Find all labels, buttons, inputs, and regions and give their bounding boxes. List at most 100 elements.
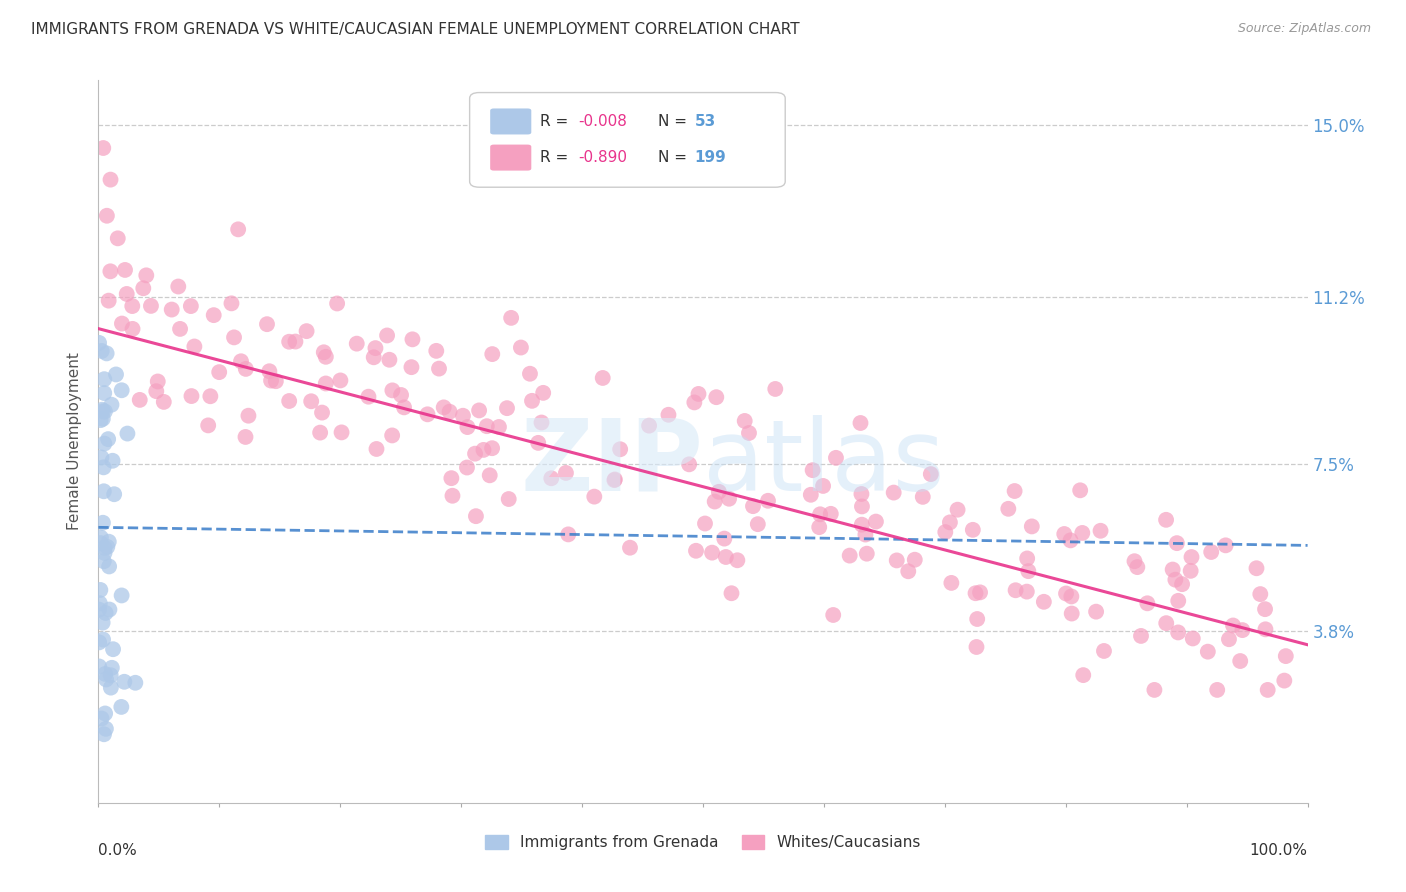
Point (114, 263, 136, 277)
Point (256, 317, 278, 331)
Point (603, 473, 626, 487)
Point (139, 299, 162, 313)
Point (392, 401, 415, 415)
Point (96, 346, 118, 360)
Point (103, 487, 125, 501)
Point (93, 554, 115, 568)
Point (89, 659, 111, 673)
Point (1167, 594, 1189, 608)
Point (897, 564, 920, 578)
Point (1164, 573, 1187, 587)
Point (720, 586, 742, 600)
Point (1218, 632, 1240, 647)
Point (1254, 602, 1277, 616)
Text: atlas: atlas (703, 415, 945, 512)
Text: N =: N = (658, 114, 692, 129)
Point (124, 675, 146, 690)
Point (89, 596, 111, 610)
Point (115, 287, 138, 301)
Point (363, 351, 385, 365)
Point (1069, 483, 1091, 498)
Point (865, 515, 887, 529)
Point (475, 419, 498, 434)
Point (1021, 519, 1043, 533)
Point (96, 209, 118, 223)
Point (1060, 590, 1083, 604)
Point (1229, 654, 1251, 668)
Text: -0.008: -0.008 (578, 114, 627, 129)
Point (90, 450, 112, 465)
Point (1171, 577, 1194, 591)
Point (312, 345, 335, 359)
Point (101, 642, 124, 657)
Point (464, 447, 486, 461)
Point (1085, 605, 1108, 619)
Text: 100.0%: 100.0% (1250, 843, 1308, 857)
Point (904, 552, 927, 566)
Point (488, 420, 510, 434)
Point (101, 661, 124, 675)
Point (685, 543, 707, 558)
Point (427, 361, 450, 376)
Point (1090, 524, 1112, 538)
Point (823, 607, 845, 622)
Point (315, 350, 337, 364)
Point (183, 339, 205, 353)
Point (169, 322, 191, 336)
Point (1232, 623, 1254, 637)
Point (920, 467, 942, 482)
Point (1004, 483, 1026, 498)
Point (519, 367, 541, 381)
Point (693, 516, 716, 531)
Point (180, 299, 202, 313)
Point (851, 500, 873, 514)
Point (509, 341, 531, 355)
Point (91, 141, 114, 155)
Point (465, 509, 488, 524)
Point (763, 382, 786, 396)
Point (714, 549, 737, 564)
Point (329, 373, 352, 387)
Point (346, 336, 368, 351)
Point (811, 479, 834, 493)
Point (1092, 644, 1115, 658)
Point (800, 488, 823, 502)
Point (592, 371, 614, 385)
Text: Source: ZipAtlas.com: Source: ZipAtlas.com (1237, 22, 1371, 36)
Point (1017, 564, 1039, 578)
Point (226, 222, 249, 236)
Point (208, 365, 231, 379)
Point (1130, 629, 1153, 643)
Point (100, 264, 122, 278)
Point (1199, 545, 1222, 559)
Y-axis label: Female Unemployment: Female Unemployment (67, 352, 83, 531)
Point (90, 413, 112, 427)
Point (734, 414, 756, 428)
Point (128, 392, 150, 407)
Point (100, 681, 122, 695)
Point (366, 442, 388, 456)
Point (105, 368, 128, 382)
Point (1053, 527, 1076, 541)
Point (259, 364, 281, 378)
Point (939, 516, 962, 530)
Point (278, 394, 301, 409)
Point (111, 589, 134, 603)
Point (1215, 538, 1237, 552)
Point (433, 401, 456, 415)
Point (883, 485, 905, 500)
Point (200, 389, 222, 403)
Point (851, 487, 873, 501)
Point (707, 484, 730, 499)
Point (311, 406, 333, 420)
Text: 199: 199 (695, 150, 727, 165)
Point (713, 532, 735, 546)
Point (530, 416, 553, 430)
Point (94, 722, 117, 736)
Point (451, 409, 474, 423)
Point (100, 398, 122, 412)
Point (481, 347, 503, 361)
Point (425, 343, 447, 358)
Point (93, 372, 115, 386)
Point (101, 454, 124, 468)
